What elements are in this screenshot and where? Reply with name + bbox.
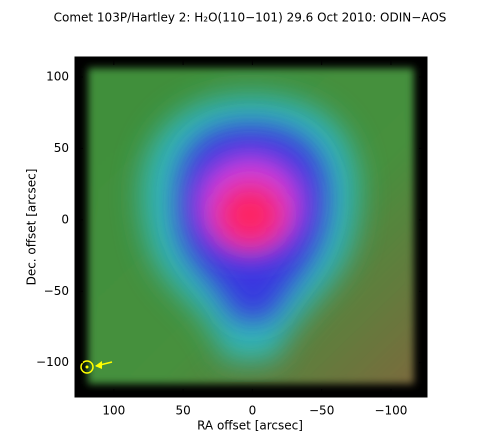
x-tick-label: 100 [102,404,125,418]
y-tick-label: 50 [54,141,69,155]
y-tick-label: 0 [61,212,69,226]
chart-title: Comet 103P/Hartley 2: H₂O(110−101) 29.6 … [54,11,447,25]
x-tick-label: 50 [175,404,190,418]
heatmap-image [75,57,427,397]
x-tick-label: −100 [374,404,407,418]
y-tick-label: −100 [36,355,69,369]
x-tick-label: 0 [249,404,257,418]
y-tick-label: 100 [46,70,69,84]
x-tick-label: −50 [309,404,334,418]
plot-frame [74,56,428,398]
y-axis-label: Dec. offset [arcsec] [25,169,39,286]
y-tick-label: −50 [44,284,69,298]
comet-marker [80,360,113,374]
x-axis-label: RA offset [arcsec] [197,419,303,433]
